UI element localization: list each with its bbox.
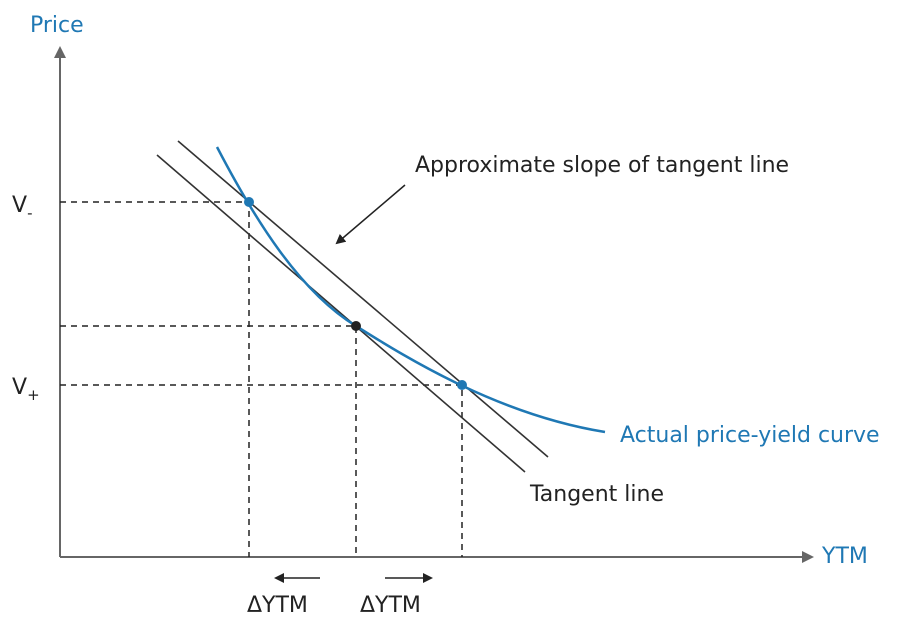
secant-line — [177, 140, 549, 458]
annotation-arrow — [335, 184, 406, 245]
x-axis-label: YTM — [821, 544, 868, 569]
price-yield-curve — [215, 146, 606, 434]
point — [244, 197, 254, 207]
annotation: Approximate slope of tangent line — [415, 153, 789, 178]
guide — [60, 384, 463, 557]
y-axis-label: Price — [30, 13, 84, 38]
delta-label: ΔYTM — [247, 593, 308, 617]
delta-label: ΔYTM — [360, 593, 421, 617]
annotation: Tangent line — [529, 482, 664, 507]
level-label: V- — [12, 193, 32, 222]
point — [351, 321, 361, 331]
point — [457, 380, 467, 390]
guide — [60, 201, 250, 557]
guide — [60, 325, 357, 557]
annotation: Actual price-yield curve — [620, 423, 880, 448]
tangent-line — [156, 154, 526, 473]
level-label: V+ — [12, 375, 40, 404]
